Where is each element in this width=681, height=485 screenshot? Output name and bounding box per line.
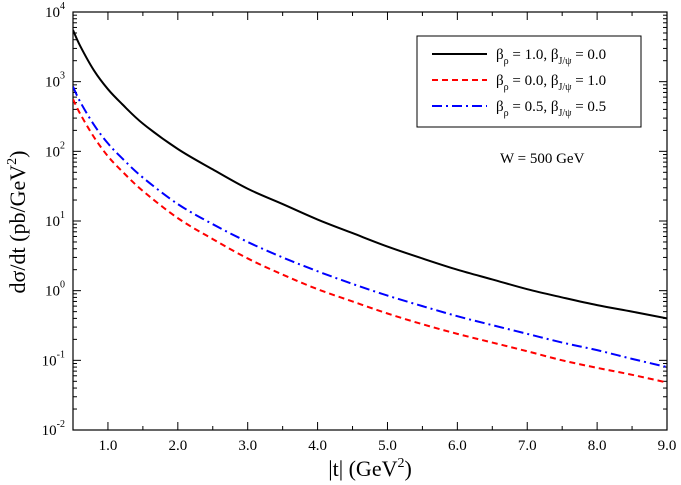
legend-entries: βρ = 1.0, βJ/ψ = 0.0 βρ = 0.0, βJ/ψ = 1.0… (432, 47, 606, 119)
y-tick-label: 103 (45, 71, 65, 91)
legend-box (416, 35, 642, 128)
y-tick-labels: 10-2 10-1 100 101 102 103 104 (42, 1, 65, 439)
annotation-energy: W = 500 GeV (500, 151, 585, 167)
series-line-1 (73, 29, 667, 320)
x-tick-label: 3.0 (238, 438, 257, 454)
series-line-2 (73, 98, 667, 384)
x-tick-label: 7.0 (518, 438, 537, 454)
x-tick-label: 1.0 (99, 438, 118, 454)
legend-label-3: βρ = 0.5, βJ/ψ = 0.5 (496, 99, 606, 119)
x-tick-label: 9.0 (658, 438, 677, 454)
x-tick-label: 6.0 (448, 438, 467, 454)
x-axis-title: |t| (GeV2) (328, 456, 412, 481)
x-tick-labels: 1.0 2.0 3.0 4.0 5.0 6.0 7.0 8.0 9.0 (99, 438, 677, 454)
x-tick-label: 5.0 (378, 438, 397, 454)
plot-area (72, 11, 668, 431)
legend: βρ = 1.0, βJ/ψ = 0.0 βρ = 0.0, βJ/ψ = 1.0… (416, 35, 642, 128)
series-line-3 (73, 86, 667, 369)
x-tick-label: 8.0 (588, 438, 607, 454)
y-axis-title: dσ/dt (pb/GeV2) (5, 151, 30, 294)
legend-label-2: βρ = 0.0, βJ/ψ = 1.0 (496, 73, 606, 93)
x-axis-title-close: ) (404, 456, 411, 481)
series-layer (73, 29, 667, 384)
legend-label-1: βρ = 1.0, βJ/ψ = 0.0 (496, 47, 606, 67)
x-tick-label: 2.0 (168, 438, 187, 454)
y-tick-label: 10-2 (42, 419, 65, 439)
x-tick-label: 4.0 (308, 438, 327, 454)
y-tick-label: 100 (45, 280, 65, 300)
y-axis-title-close: ) (5, 151, 30, 158)
x-axis-title-sup: 2 (397, 456, 404, 471)
y-axis-title-main: dσ/dt (pb/GeV (5, 165, 30, 294)
y-tick-label: 102 (45, 140, 65, 160)
y-tick-label: 101 (45, 210, 65, 230)
y-axis-title-sup: 2 (5, 158, 20, 165)
y-tick-label: 10-1 (42, 349, 65, 369)
x-axis-title-main: |t| (GeV (328, 456, 397, 481)
y-tick-label: 104 (45, 1, 65, 21)
